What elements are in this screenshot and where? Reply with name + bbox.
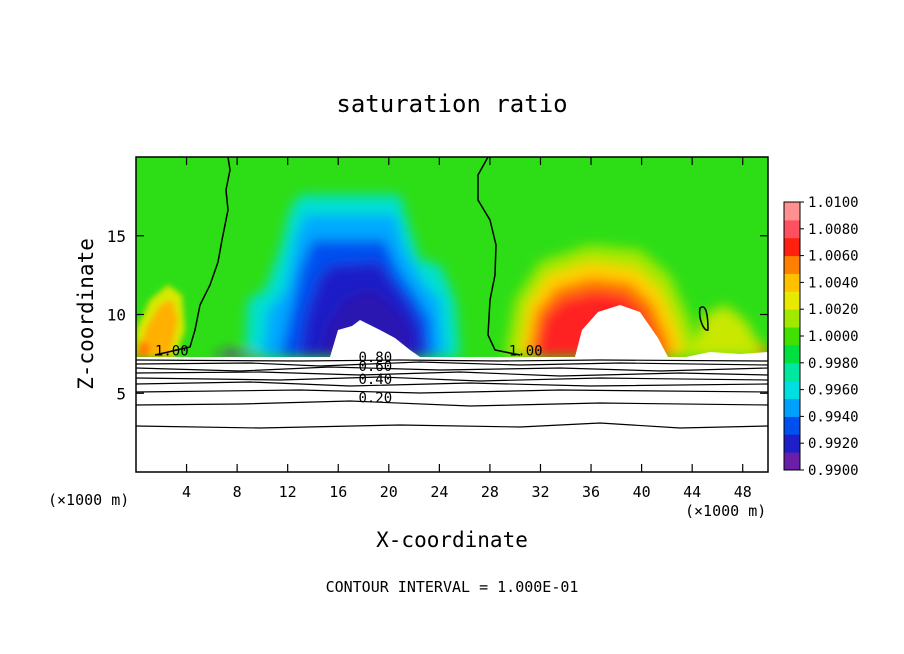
contour-label: 1.00 xyxy=(155,343,189,359)
contour-label: 0.80 xyxy=(358,350,392,366)
colorbar-swatch xyxy=(784,255,800,274)
colorbar-swatch xyxy=(784,398,800,417)
x-tick-label: 16 xyxy=(329,483,347,501)
y-tick-label: 15 xyxy=(107,227,126,246)
contour-interval-note: CONTOUR INTERVAL = 1.000E-01 xyxy=(326,578,579,596)
contour-label: 1.00 xyxy=(509,343,543,359)
colorbar-label: 1.0060 xyxy=(808,249,859,265)
colorbar-label: 1.0100 xyxy=(808,195,859,211)
colorbar-label: 0.9900 xyxy=(808,463,859,479)
x-unit-label-left: (×1000 m) xyxy=(48,491,129,509)
colorbar-label: 1.0020 xyxy=(808,302,859,318)
y-tick-label: 5 xyxy=(116,384,126,403)
colorbar-swatch xyxy=(784,237,800,257)
x-tick-label: 40 xyxy=(633,483,651,501)
colorbar-swatch xyxy=(784,219,800,239)
colorbar-swatch xyxy=(784,434,800,453)
colorbar-swatch xyxy=(784,309,800,328)
contour-label: 0.20 xyxy=(358,391,392,407)
x-axis-label: X-coordinate xyxy=(376,528,528,552)
contour-labels: 1.00 1.00 0.800.600.40 0.20 xyxy=(155,343,543,407)
colorbar-label: 0.9960 xyxy=(808,383,859,399)
x-tick-label: 4 xyxy=(182,483,191,501)
colorbar-swatch xyxy=(784,202,800,221)
colorbar xyxy=(783,201,801,471)
colorbar-swatch xyxy=(784,344,800,364)
chart-title: saturation ratio xyxy=(336,90,567,118)
colorbar-swatch xyxy=(784,380,800,400)
x-tick-label: 48 xyxy=(734,483,752,501)
x-tick-label: 32 xyxy=(531,483,549,501)
y-axis-label: Z-coordinate xyxy=(74,238,98,390)
colorbar-swatch xyxy=(784,327,800,346)
saturation-field xyxy=(136,157,768,357)
colorbar-swatch xyxy=(784,452,800,471)
colorbar-swatch xyxy=(784,362,800,382)
contour-label: 0.40 xyxy=(358,372,392,388)
x-tick-label: 36 xyxy=(582,483,600,501)
x-tick-label: 12 xyxy=(279,483,297,501)
colorbar-labels: 1.0100 1.0080 1.0060 1.0040 1.0020 1.0000 0.99… xyxy=(800,195,859,479)
colorbar-label: 1.0040 xyxy=(808,275,859,291)
colorbar-swatch xyxy=(784,416,800,435)
x-tick-label: 28 xyxy=(481,483,499,501)
y-axis: 5 10 15 xyxy=(107,227,768,403)
colorbar-swatch xyxy=(784,273,800,292)
colorbar-swatch xyxy=(784,291,800,310)
contour-line-1-00-left xyxy=(154,156,231,356)
colorbar-label: 1.0080 xyxy=(808,222,859,238)
colorbar-label: 1.0000 xyxy=(808,329,859,345)
x-unit-label-right: (×1000 m) xyxy=(685,502,766,520)
contour-label: 0.60 xyxy=(358,359,392,375)
colorbar-label: 0.9940 xyxy=(808,409,859,425)
contour-line-1-00-right xyxy=(477,156,521,356)
x-tick-label: 20 xyxy=(380,483,398,501)
x-axis: 4 8 12 16 20 24 28 32 36 40 44 48 xyxy=(182,157,752,501)
colorbar-label: 0.9920 xyxy=(808,436,859,452)
x-tick-label: 24 xyxy=(430,483,448,501)
colorbar-label: 0.9980 xyxy=(808,356,859,372)
x-tick-label: 8 xyxy=(233,483,242,501)
contour-loop xyxy=(698,306,709,331)
y-tick-label: 10 xyxy=(107,306,126,325)
lower-contours xyxy=(135,359,769,429)
x-tick-label: 44 xyxy=(683,483,701,501)
